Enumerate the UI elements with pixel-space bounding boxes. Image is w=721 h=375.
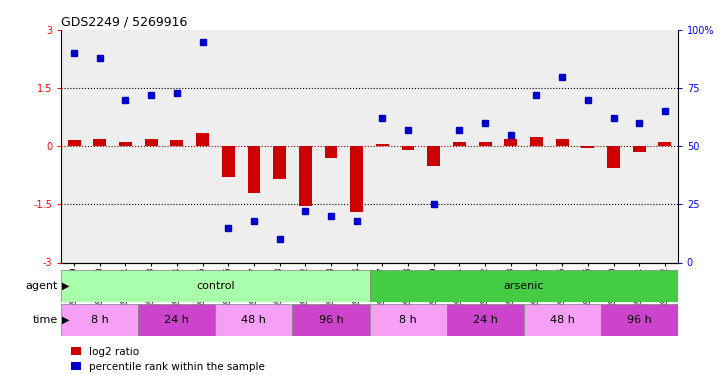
Bar bbox=[324, 146, 337, 158]
Text: 96 h: 96 h bbox=[319, 315, 343, 325]
Bar bbox=[196, 133, 209, 146]
Bar bbox=[61, 270, 370, 302]
Legend: log2 ratio, percentile rank within the sample: log2 ratio, percentile rank within the s… bbox=[66, 343, 270, 375]
Bar bbox=[658, 142, 671, 146]
Bar bbox=[607, 146, 620, 168]
Bar bbox=[293, 304, 370, 336]
Bar bbox=[299, 146, 311, 206]
Bar bbox=[119, 142, 132, 146]
Text: 48 h: 48 h bbox=[242, 315, 266, 325]
Text: 48 h: 48 h bbox=[549, 315, 575, 325]
Text: arsenic: arsenic bbox=[503, 281, 544, 291]
Text: time: time bbox=[32, 315, 58, 325]
Bar bbox=[402, 146, 415, 150]
Text: 8 h: 8 h bbox=[399, 315, 417, 325]
Bar bbox=[138, 304, 216, 336]
Bar bbox=[523, 304, 601, 336]
Text: 24 h: 24 h bbox=[473, 315, 497, 325]
Bar bbox=[68, 141, 81, 146]
Bar bbox=[633, 146, 645, 152]
Bar bbox=[216, 304, 293, 336]
Bar bbox=[145, 138, 158, 146]
Bar bbox=[170, 141, 183, 146]
Bar bbox=[94, 138, 106, 146]
Bar bbox=[61, 304, 138, 336]
Text: agent: agent bbox=[25, 281, 58, 291]
Bar bbox=[376, 144, 389, 146]
Text: ▶: ▶ bbox=[62, 281, 69, 291]
Text: ▶: ▶ bbox=[62, 315, 69, 325]
Bar bbox=[370, 304, 446, 336]
Bar bbox=[601, 304, 678, 336]
Text: GDS2249 / 5269916: GDS2249 / 5269916 bbox=[61, 16, 187, 29]
Bar bbox=[530, 136, 543, 146]
Bar bbox=[350, 146, 363, 212]
Bar bbox=[453, 142, 466, 146]
Bar bbox=[428, 146, 440, 166]
Text: 24 h: 24 h bbox=[164, 315, 190, 325]
Bar bbox=[222, 146, 234, 177]
Text: 96 h: 96 h bbox=[627, 315, 652, 325]
Text: 8 h: 8 h bbox=[91, 315, 109, 325]
Bar bbox=[581, 146, 594, 148]
Bar bbox=[370, 270, 678, 302]
Text: control: control bbox=[196, 281, 235, 291]
Bar bbox=[247, 146, 260, 193]
Bar bbox=[273, 146, 286, 179]
Bar bbox=[479, 142, 492, 146]
Bar bbox=[505, 138, 517, 146]
Bar bbox=[446, 304, 523, 336]
Bar bbox=[556, 138, 569, 146]
